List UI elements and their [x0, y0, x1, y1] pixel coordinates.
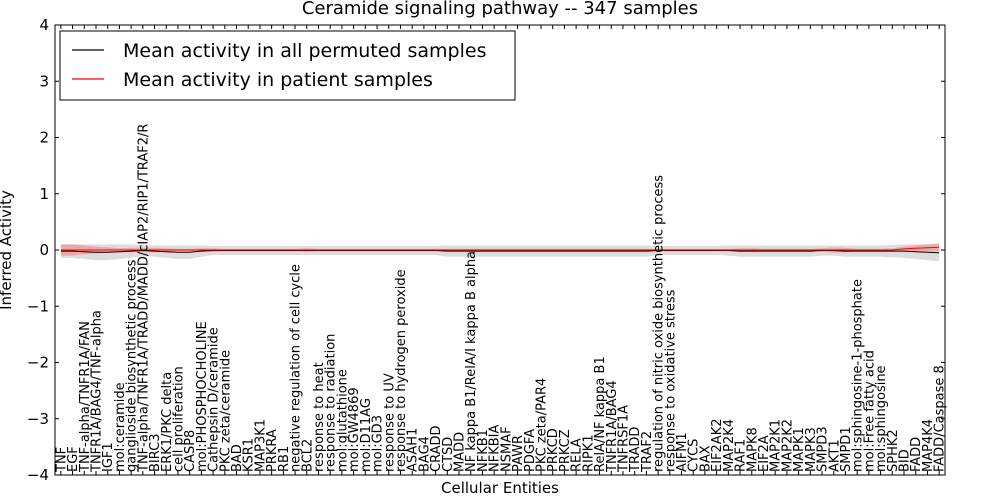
x-tick-label: MAP3K1	[253, 419, 268, 472]
x-tick-label: mol:GW4869	[347, 387, 362, 472]
x-tick-label: IGF1	[101, 442, 116, 472]
x-tick-label: TRADD	[628, 427, 643, 473]
x-tick-label: MAP2K1	[769, 419, 784, 472]
x-tick-label: PKC zeta/PAR4	[534, 378, 549, 472]
x-tick-label: NFKB1	[476, 429, 491, 472]
x-tick-label: ganglioside biosynthetic process	[125, 259, 140, 472]
y-tick-label: 2	[39, 129, 49, 147]
x-tick-label: mol:GD3	[371, 415, 386, 472]
x-tick-label: BAG4	[417, 436, 432, 472]
x-tick-label: MAPK1	[792, 427, 807, 472]
x-tick-label: PRKRA	[265, 429, 280, 472]
x-tick-label: mol:Free fatty acid	[862, 350, 877, 472]
x-tick-label: NFKBIA	[488, 425, 503, 472]
x-tick-label: FADD/Caspase 8	[933, 365, 948, 472]
x-tick-label: KSR1	[242, 438, 257, 472]
x-tick-label: cell proliferation	[171, 366, 186, 472]
x-tick-label: mol:sphingosine	[874, 365, 889, 472]
x-tick-label: TNFR1A/BAG4	[605, 380, 620, 473]
legend: Mean activity in all permuted samples Me…	[59, 30, 516, 101]
x-tick-label: ASAH1	[406, 428, 421, 472]
series-line-1	[60, 246, 940, 251]
y-tick-label: −4	[27, 466, 49, 484]
x-tick-label: FADD	[909, 437, 924, 472]
x-tick-label: BID	[898, 449, 913, 472]
y-tick-label: −2	[27, 354, 49, 372]
plot-frame	[54, 24, 946, 476]
y-tick-label: 1	[39, 185, 49, 203]
legend-label-permuted: Mean activity in all permuted samples	[123, 40, 486, 62]
x-tick-label: TNFRSF1A	[616, 405, 631, 473]
x-tick-label: ERK1/PKC delta	[160, 372, 175, 472]
series-line-0	[60, 250, 940, 254]
x-tick-label: AKT1	[827, 439, 842, 472]
y-tick-label: 0	[39, 241, 49, 259]
series-band-0	[60, 244, 940, 262]
series-band-1	[60, 243, 940, 256]
x-tick-label: mol:sphingosine-1-phosphate	[851, 279, 866, 472]
x-tick-label: SMPD1	[839, 426, 854, 472]
chart-title: Ceramide signaling pathway -- 347 sample…	[302, 0, 698, 19]
x-tick-label: MAPK8	[745, 427, 760, 472]
x-tick-label: RelA/NF kappa B1	[593, 356, 608, 472]
x-tick-label: SMPD3	[816, 426, 831, 472]
x-tick-label: response to UV	[382, 373, 397, 472]
x-tick-label: PRKCZ	[558, 429, 573, 472]
x-tick-label: regulation of nitric oxide biosynthetic …	[652, 175, 667, 472]
x-tick-label: MAP2K4	[722, 419, 737, 472]
x-tick-label: SPHK2	[886, 429, 901, 472]
x-tick-label: response to oxidative stress	[663, 289, 678, 472]
x-tick-label: CTSD	[441, 437, 456, 472]
x-tick-label: RIPK1	[581, 434, 596, 472]
x-tick-label: TNFR1A/BAG4/TNF-alpha	[89, 310, 104, 473]
x-tick-label: AIFM1	[675, 432, 690, 472]
x-tick-label: mol:D11AG	[359, 398, 374, 472]
x-tick-label: MAPK3	[804, 427, 819, 472]
y-tick-label: 3	[39, 72, 49, 90]
x-tick-label: mol:glutathione	[335, 369, 350, 472]
y-tick-label: 4	[39, 16, 49, 34]
x-tick-label: RB1	[277, 446, 292, 472]
x-tick-label: EGF	[66, 446, 81, 472]
x-tick-label: BIRC3	[148, 434, 163, 473]
x-tick-label: MAP2K2	[780, 419, 795, 472]
x-tick-label: response to radiation	[324, 334, 339, 472]
legend-box	[59, 30, 516, 101]
legend-label-patient: Mean activity in patient samples	[123, 69, 433, 91]
x-tick-label: NF kappa B1/RelA/I kappa B alpha	[464, 251, 479, 472]
x-tick-label: negative regulation of cell cycle	[289, 264, 304, 472]
x-tick-label: PAWR	[511, 435, 526, 472]
x-tick-label: EIF2A	[757, 435, 772, 472]
x-tick-label: TRAF2	[640, 431, 655, 473]
x-tick-label: CASP8	[183, 430, 198, 472]
x-tick-label: PDGFA	[523, 429, 538, 472]
x-axis-label: Cellular Entities	[441, 479, 559, 497]
x-tick-label: BAD	[230, 444, 245, 472]
x-tick-label: CRADD	[429, 426, 444, 473]
x-tick-label: Cathepsin D/ceramide	[207, 327, 222, 472]
y-tick-label: −3	[27, 410, 49, 428]
x-tick-label: mol:ceramide	[113, 382, 128, 472]
x-tick-label: MAP4K4	[921, 419, 936, 472]
x-tick-label: RAF1	[734, 439, 749, 472]
x-tick-label: TNF	[54, 447, 69, 473]
x-tick-label: PKC zeta/ceramide	[218, 350, 233, 472]
x-tick-label: BCL2	[300, 439, 315, 472]
y-axis-label: Inferred Activity	[0, 190, 15, 310]
x-tick-label: RELA	[570, 438, 585, 472]
x-tick-label: TNF-alpha/TNFR1A/TRADD/MADD/cIAP2/RIP1/T…	[136, 124, 151, 473]
x-tick-label: PRKCD	[546, 428, 561, 472]
x-tick-label: EIF2AK2	[710, 419, 725, 473]
x-tick-label: MADD	[453, 432, 468, 472]
x-tick-label: CYCS	[687, 439, 702, 472]
x-tick-label: response to hydrogen peroxide	[394, 269, 409, 472]
x-tick-label: response to heat	[312, 362, 327, 472]
x-tick-label: NSMAF	[499, 426, 514, 472]
y-tick-label: −1	[27, 297, 49, 315]
x-tick-label: BAX	[698, 445, 713, 472]
x-tick-label: TNF-alpha/TNFR1A/FAN	[78, 321, 93, 473]
x-tick-label: mol:PHOSPHOCHOLINE	[195, 321, 210, 472]
